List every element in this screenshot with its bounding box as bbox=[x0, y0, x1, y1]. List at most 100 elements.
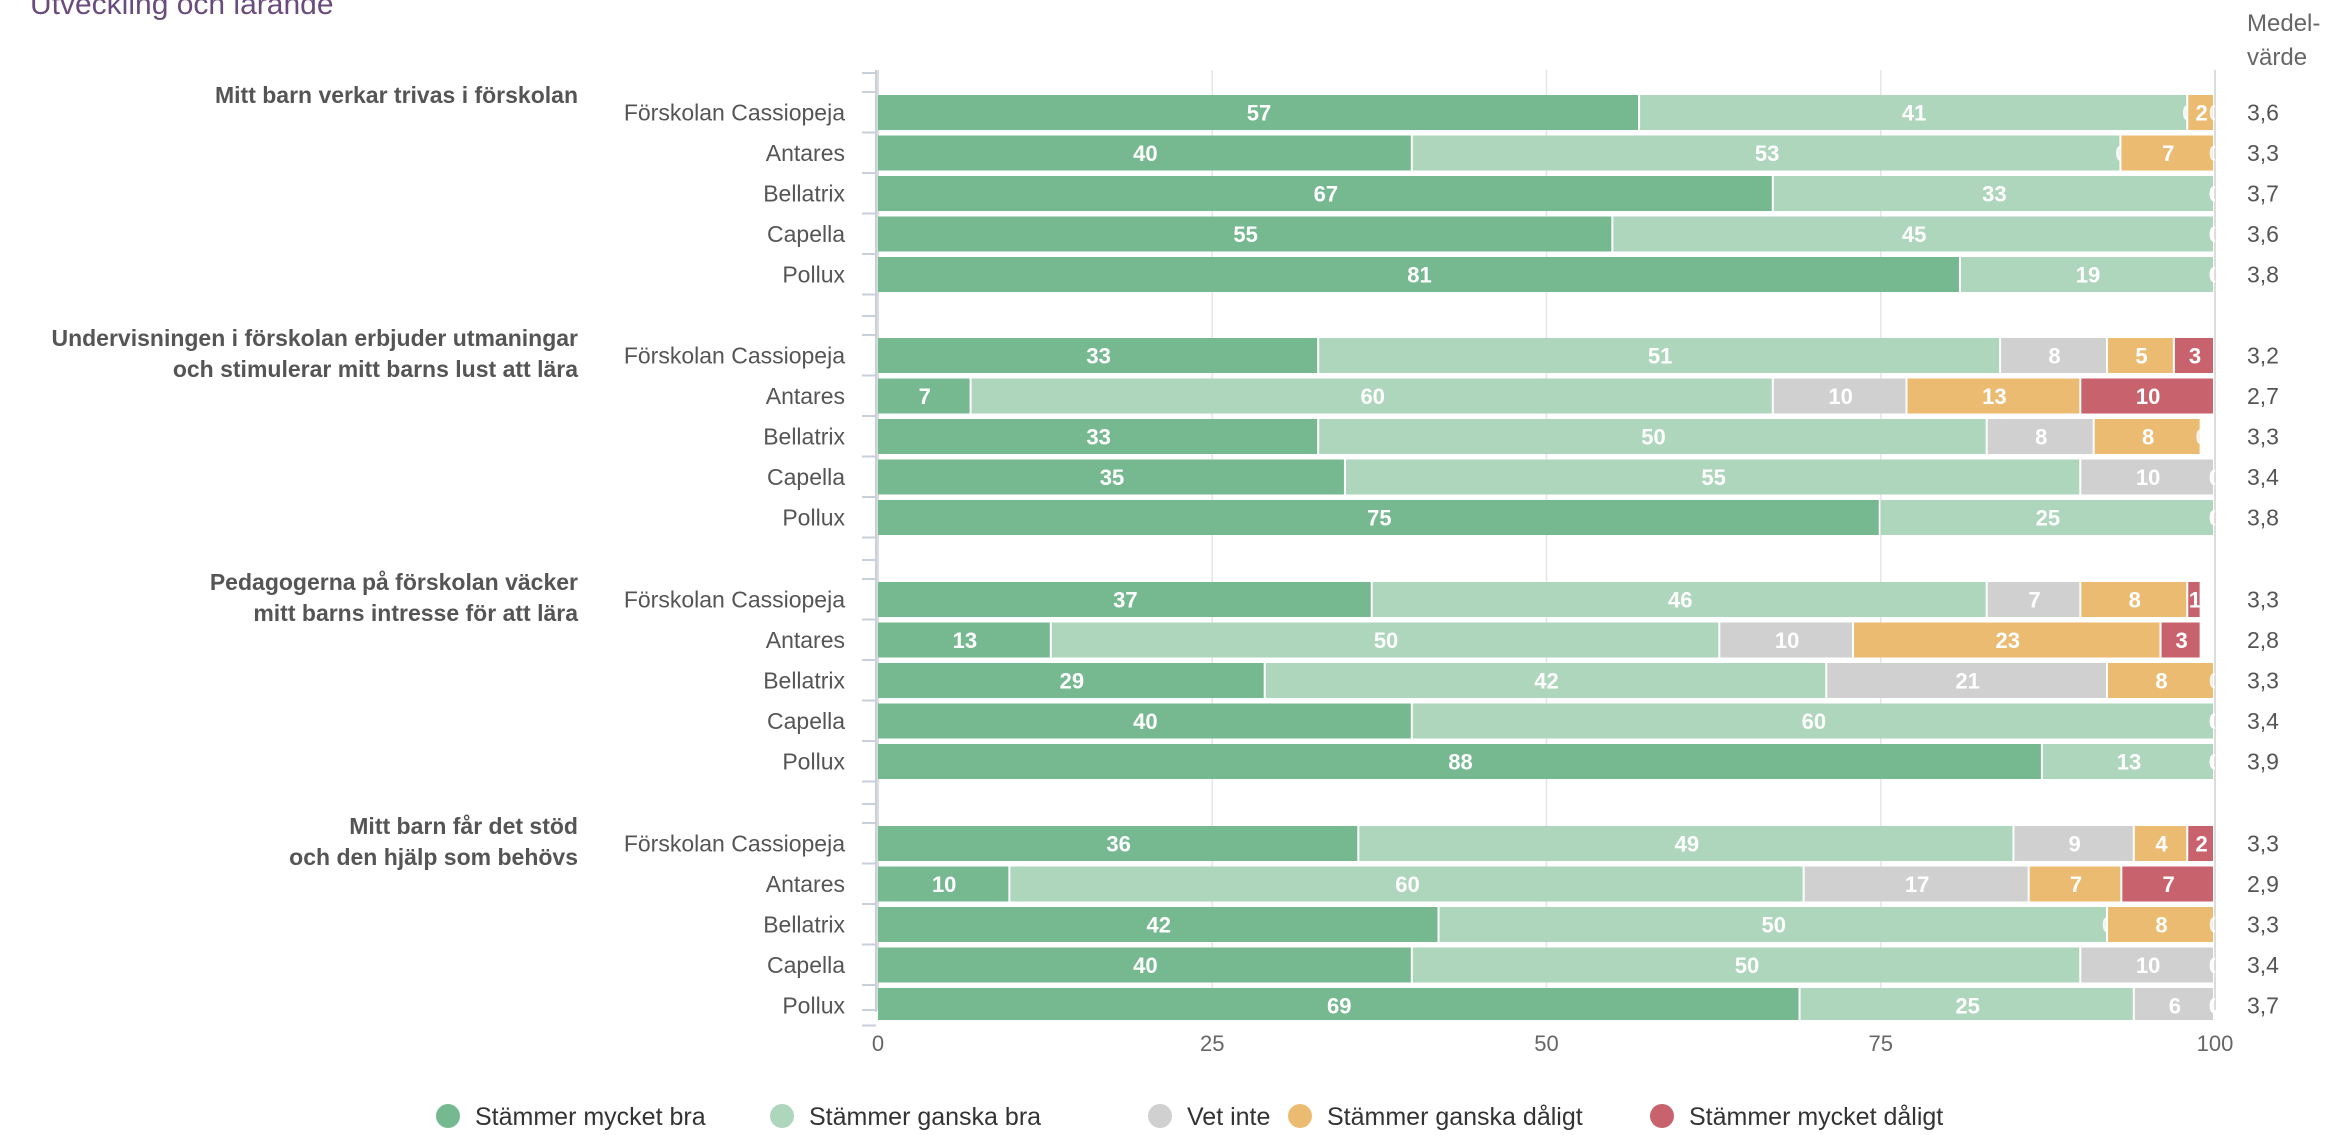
data-label: 0 bbox=[2209, 953, 2221, 978]
bar-segment bbox=[1265, 663, 1826, 698]
bar-segment bbox=[878, 744, 2041, 779]
bar-segment bbox=[2094, 419, 2200, 454]
bar-segment bbox=[1412, 135, 2120, 171]
mean-header: Medel- bbox=[2247, 10, 2320, 37]
data-label: 0 bbox=[2209, 669, 2221, 694]
data-label: 42 bbox=[1147, 913, 1171, 938]
data-label: 29 bbox=[1060, 669, 1084, 694]
data-label: 0 bbox=[2209, 913, 2221, 938]
mean-value: 3,2 bbox=[2247, 343, 2279, 369]
bar-segment bbox=[878, 216, 1612, 252]
mean-value: 2,9 bbox=[2247, 871, 2279, 897]
data-label: 25 bbox=[2036, 506, 2060, 531]
bar-segment bbox=[2108, 907, 2213, 942]
data-label: 40 bbox=[1133, 141, 1157, 166]
data-label: 0 bbox=[2209, 222, 2221, 247]
data-label: 7 bbox=[2028, 588, 2040, 613]
legend-marker bbox=[1148, 1104, 1172, 1128]
bar-segment bbox=[1804, 866, 2028, 902]
data-label: 13 bbox=[2117, 750, 2141, 775]
data-label: 6 bbox=[2169, 994, 2181, 1019]
data-label: 0 bbox=[2209, 953, 2221, 978]
data-label: 0 bbox=[2209, 182, 2221, 207]
data-label: 50 bbox=[1641, 425, 1665, 450]
data-label: 9 bbox=[2068, 832, 2080, 857]
row-label: Antares bbox=[766, 871, 845, 897]
data-label: 10 bbox=[932, 872, 956, 897]
bars: 5741020405307067330005545000811900033518… bbox=[878, 95, 2221, 1020]
mean-value: 3,3 bbox=[2247, 587, 2279, 613]
x-tick-label: 100 bbox=[2197, 1031, 2234, 1056]
bar-segment bbox=[1372, 582, 1986, 617]
row-label: Pollux bbox=[782, 749, 845, 775]
data-label: 0 bbox=[2209, 750, 2221, 775]
data-label: 0 bbox=[2209, 263, 2221, 288]
bar-segment bbox=[2029, 866, 2121, 902]
legend-label: Stämmer ganska dåligt bbox=[1327, 1103, 1583, 1130]
data-label: 2 bbox=[2196, 101, 2208, 126]
bar-segment bbox=[2188, 582, 2200, 617]
data-label: 0 bbox=[2209, 994, 2221, 1019]
bar-segment bbox=[878, 703, 1411, 739]
bar-segment bbox=[1987, 419, 2093, 454]
data-label: 10 bbox=[1828, 384, 1852, 409]
bar-segment bbox=[878, 988, 1799, 1020]
mean-value: 3,8 bbox=[2247, 262, 2279, 288]
row-label: Förskolan Cassiopeja bbox=[624, 587, 845, 613]
data-label: 2 bbox=[2196, 832, 2208, 857]
bar-segment bbox=[2161, 622, 2200, 658]
bar-segment bbox=[2121, 135, 2213, 171]
row-label: Bellatrix bbox=[763, 668, 845, 694]
row-label: Capella bbox=[767, 952, 845, 978]
data-label: 3 bbox=[2175, 628, 2187, 653]
question-label: mitt barns intresse för att lära bbox=[253, 600, 578, 626]
data-label: 17 bbox=[1905, 872, 1929, 897]
bar-segment bbox=[1960, 257, 2213, 292]
mean-value: 3,9 bbox=[2247, 749, 2279, 775]
bar-segment bbox=[2014, 826, 2133, 861]
bar-segment bbox=[1773, 378, 1906, 414]
bar-segment bbox=[1412, 947, 2080, 983]
data-label: 49 bbox=[1675, 832, 1699, 857]
legend-marker bbox=[1650, 1104, 1674, 1128]
data-label: 8 bbox=[2035, 425, 2047, 450]
bar-segment bbox=[1880, 500, 2213, 535]
x-axis: 0 25 50 7 5 1 0 0 bbox=[862, 70, 2233, 1056]
bar-segment bbox=[2001, 338, 2107, 373]
data-label: 21 bbox=[1955, 669, 1979, 694]
data-label: 7 bbox=[2070, 872, 2082, 897]
data-label: 53 bbox=[1755, 141, 1779, 166]
data-label: 0 bbox=[2209, 709, 2221, 734]
data-label: 0 bbox=[2209, 709, 2221, 734]
mean-value: 3,7 bbox=[2247, 993, 2279, 1019]
data-label: 7 bbox=[2163, 872, 2175, 897]
bar-segment bbox=[878, 826, 1358, 861]
x-tick-label: 50 bbox=[1534, 1031, 1558, 1056]
bar-segment bbox=[1854, 622, 2160, 658]
data-label: 10 bbox=[1775, 628, 1799, 653]
row-label: Pollux bbox=[782, 262, 845, 288]
bar-segment bbox=[2174, 338, 2213, 373]
data-label: 0 bbox=[2209, 750, 2221, 775]
bar-segment bbox=[878, 378, 970, 414]
data-label: 36 bbox=[1106, 832, 1130, 857]
row-label: Antares bbox=[766, 140, 845, 166]
question-label: Pedagogerna på förskolan väcker bbox=[210, 569, 578, 595]
row-label: Förskolan Cassiopeja bbox=[624, 343, 845, 369]
data-label: 0 bbox=[2209, 506, 2221, 531]
bar-segment bbox=[878, 459, 1344, 495]
data-label: 0 bbox=[2209, 141, 2221, 166]
data-label: 8 bbox=[2155, 913, 2167, 938]
data-label: 0 bbox=[2209, 182, 2221, 207]
bar-segment bbox=[878, 866, 1009, 902]
bar-segment bbox=[878, 135, 1411, 171]
mean-value: 3,3 bbox=[2247, 912, 2279, 938]
bar-segment bbox=[2188, 826, 2213, 861]
data-label: 7 bbox=[2162, 141, 2174, 166]
data-label: 8 bbox=[2129, 588, 2141, 613]
data-label: 51 bbox=[1648, 344, 1672, 369]
mean-value: 3,8 bbox=[2247, 505, 2279, 531]
mean-value: 3,7 bbox=[2247, 181, 2279, 207]
bar-segment bbox=[2081, 582, 2187, 617]
